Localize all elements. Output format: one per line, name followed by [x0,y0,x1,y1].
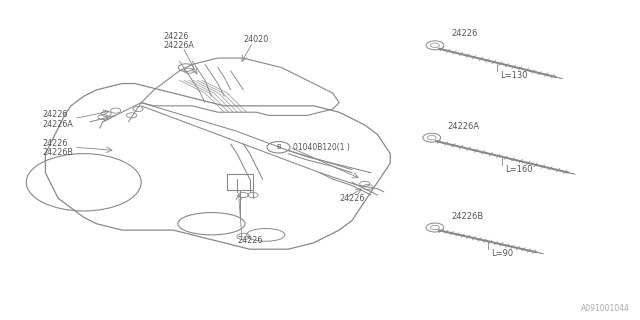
Text: 24226A: 24226A [164,42,195,51]
Text: 24226A: 24226A [42,120,73,129]
Text: 24226: 24226 [42,110,68,119]
Text: L=130: L=130 [500,71,528,80]
Text: 01040B120(1 ): 01040B120(1 ) [293,143,350,152]
Text: L=160: L=160 [505,165,532,174]
Bar [227,174,253,190]
Text: 24226B: 24226B [451,212,483,220]
Text: B: B [276,144,281,150]
Text: 24226: 24226 [164,32,189,41]
Text: 24226: 24226 [451,29,477,38]
Text: 24020: 24020 [243,35,269,44]
Text: 24226: 24226 [42,139,68,148]
Text: L=90: L=90 [491,249,513,258]
Text: 24226: 24226 [237,236,262,245]
Text: A091001044: A091001044 [581,304,630,313]
Text: 24226A: 24226A [448,122,480,131]
Text: 24226B: 24226B [42,148,73,157]
Text: 24226: 24226 [339,195,365,204]
